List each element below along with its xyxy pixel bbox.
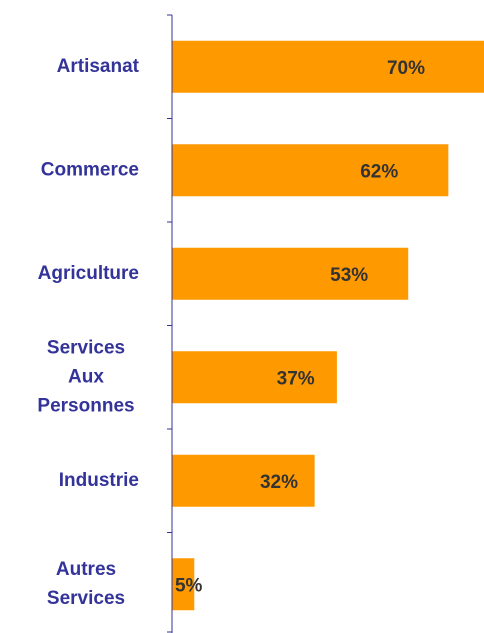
category-label: Artisanat — [57, 56, 140, 77]
value-label: 70% — [387, 58, 425, 79]
bar — [172, 454, 315, 507]
bar — [172, 558, 195, 611]
category-label: Industrie — [59, 470, 139, 491]
value-label: 37% — [277, 368, 315, 389]
bar — [172, 351, 337, 404]
category-label: Autres Services — [47, 559, 125, 609]
value-label: 62% — [360, 161, 398, 182]
bar — [172, 144, 449, 197]
value-label: 53% — [330, 265, 368, 286]
category-label: Agriculture — [38, 263, 139, 284]
category-label: Commerce — [41, 159, 139, 180]
bar — [172, 40, 484, 93]
bar — [172, 247, 409, 300]
category-label: Services Aux Personnes — [37, 337, 134, 416]
value-label: 5% — [175, 575, 203, 596]
value-label: 32% — [260, 472, 298, 493]
